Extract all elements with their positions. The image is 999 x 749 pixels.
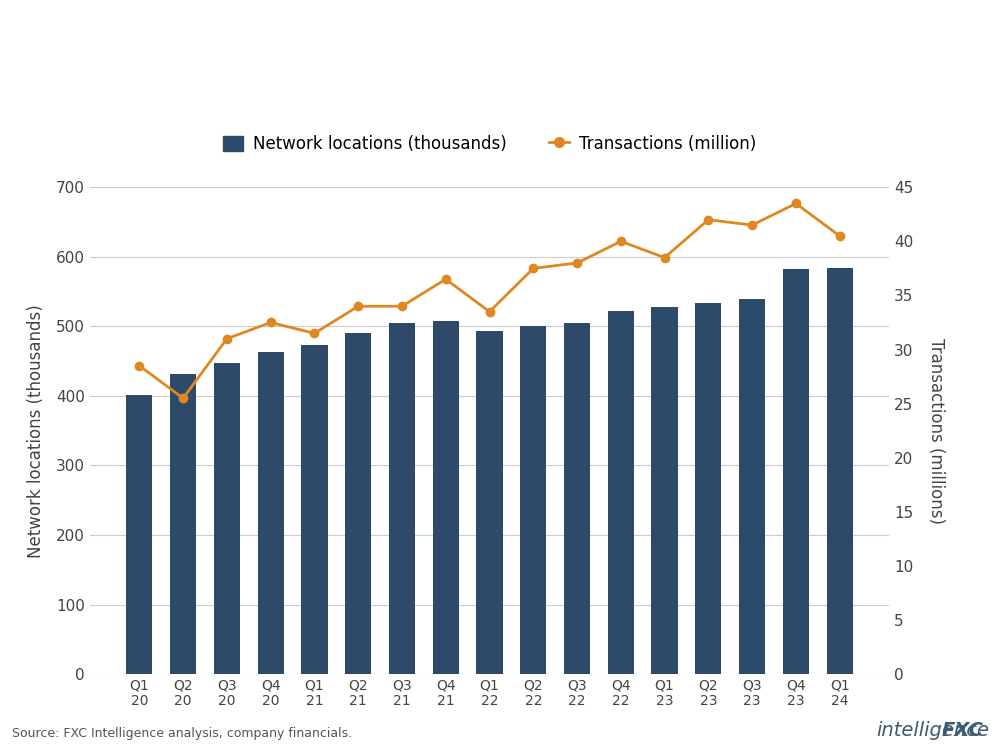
- Text: Source: FXC Intelligence analysis, company financials.: Source: FXC Intelligence analysis, compa…: [12, 727, 352, 740]
- Bar: [739, 299, 765, 674]
- Bar: [170, 374, 196, 674]
- Bar: [345, 333, 372, 674]
- Bar: [695, 303, 721, 674]
- Bar: [214, 363, 240, 674]
- Y-axis label: Network locations (thousands): Network locations (thousands): [27, 304, 45, 557]
- Text: intelligence: intelligence: [876, 721, 989, 740]
- Bar: [783, 270, 809, 674]
- Bar: [258, 352, 284, 674]
- Bar: [651, 307, 677, 674]
- Bar: [389, 323, 416, 674]
- Text: FXC: FXC: [942, 721, 984, 740]
- Bar: [563, 323, 590, 674]
- Bar: [433, 321, 459, 674]
- Bar: [520, 326, 546, 674]
- Bar: [477, 331, 502, 674]
- Y-axis label: Transactions (millions): Transactions (millions): [927, 338, 945, 524]
- Text: Ria network locations continue to rise YoY in Q1 2024: Ria network locations continue to rise Y…: [22, 20, 821, 46]
- Legend: Network locations (thousands), Transactions (million): Network locations (thousands), Transacti…: [217, 128, 762, 160]
- Bar: [302, 345, 328, 674]
- Bar: [607, 311, 634, 674]
- Text: Euronet quarterly money transfer transactions and locations, 2020-2024: Euronet quarterly money transfer transac…: [22, 79, 677, 98]
- Bar: [826, 268, 853, 674]
- Bar: [126, 395, 153, 674]
